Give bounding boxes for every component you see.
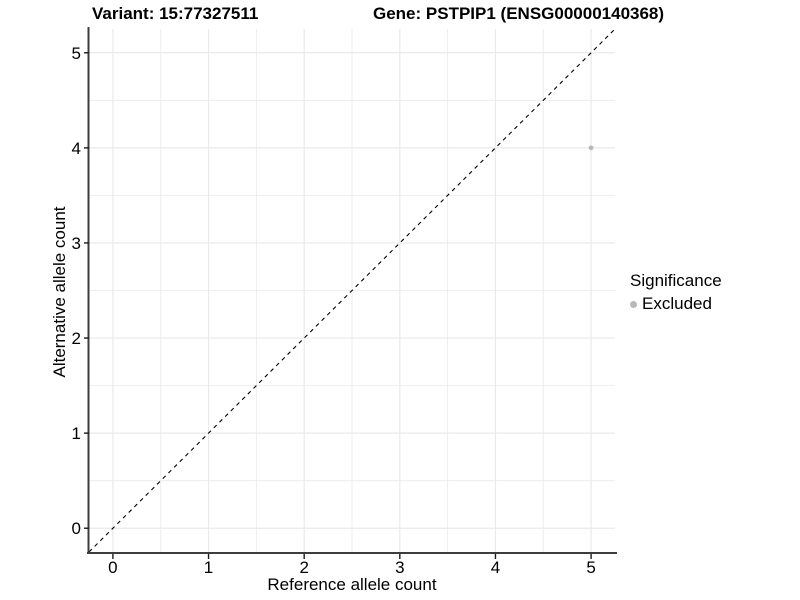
x-tick-label: 0 [108, 558, 117, 577]
x-tick-label: 4 [491, 558, 500, 577]
y-tick-label: 4 [72, 139, 81, 158]
identity-line [88, 28, 616, 553]
variant-title: Variant: 15:77327511 [92, 4, 259, 23]
y-axis-title: Alternative allele count [50, 206, 69, 378]
x-axis-title: Reference allele count [267, 575, 437, 594]
legend-swatch-icon [630, 300, 637, 308]
y-tick-label: 3 [72, 234, 81, 253]
x-tick-label: 5 [586, 558, 595, 577]
legend: Significance Excluded [630, 271, 722, 314]
legend-item-excluded: Excluded [630, 294, 722, 314]
y-tick-label: 2 [72, 329, 81, 348]
data-point [588, 145, 594, 151]
y-tick-label: 1 [72, 424, 81, 443]
legend-item-label: Excluded [642, 294, 712, 313]
x-tick-label: 1 [204, 558, 213, 577]
gene-title: Gene: PSTPIP1 (ENSG00000140368) [373, 4, 665, 23]
x-tick-label: 3 [395, 558, 404, 577]
y-tick-label: 0 [72, 519, 81, 538]
y-tick-label: 5 [72, 44, 81, 63]
x-tick-label: 2 [299, 558, 308, 577]
legend-title: Significance [630, 271, 722, 290]
